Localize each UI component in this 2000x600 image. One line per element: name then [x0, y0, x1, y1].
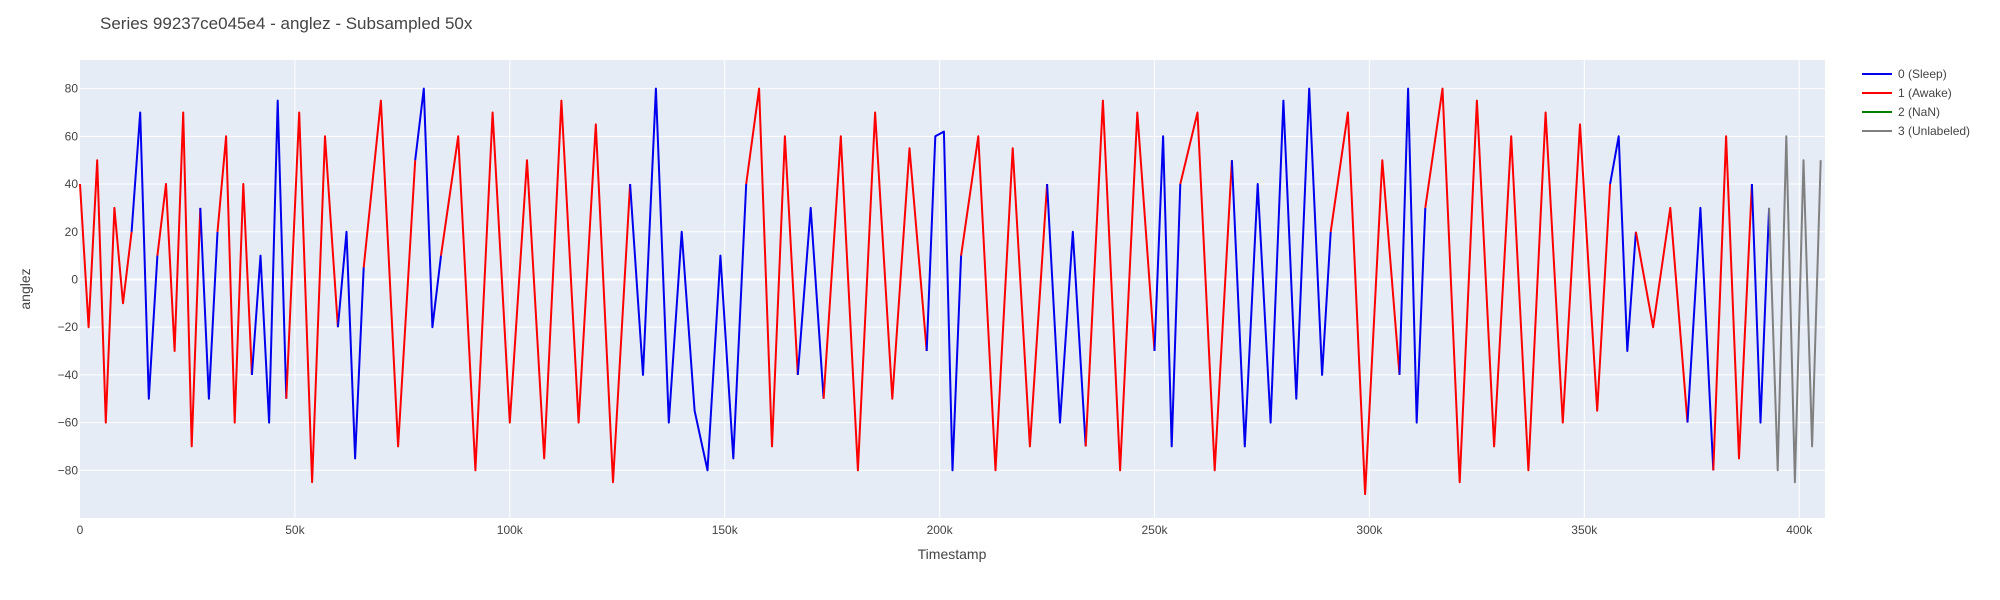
series-line-1	[79, 159, 133, 424]
series-line-0	[629, 87, 748, 472]
y-tick-label: 60	[65, 129, 79, 143]
x-tick-label: 150k	[712, 523, 739, 537]
y-tick-label: 0	[71, 272, 78, 286]
series-line-1	[156, 111, 202, 448]
series-line-0	[1750, 183, 1771, 424]
x-tick-label: 300k	[1356, 523, 1383, 537]
series-line-0	[250, 99, 288, 424]
legend-item[interactable]: 2 (NaN)	[1862, 102, 1970, 121]
series-lines	[79, 87, 1822, 496]
series-line-1	[1712, 135, 1753, 471]
legend-label: 0 (Sleep)	[1898, 66, 1947, 81]
x-tick-label: 100k	[497, 523, 524, 537]
x-tick-label: 0	[77, 523, 84, 537]
legend-swatch	[1862, 91, 1892, 94]
series-line-1	[1179, 111, 1233, 472]
legend-swatch	[1862, 72, 1892, 75]
legend-item[interactable]: 3 (Unlabeled)	[1862, 121, 1970, 140]
series-line-0	[1230, 87, 1332, 448]
series-line-0	[796, 206, 825, 399]
y-tick-label: 20	[65, 225, 79, 239]
series-line-0	[1153, 135, 1182, 448]
series-line-0	[1609, 135, 1637, 352]
y-tick-label: −60	[58, 416, 79, 430]
series-line-1	[216, 135, 253, 424]
series-line-1	[1424, 87, 1612, 484]
series-line-1	[285, 111, 339, 484]
x-tick-label: 400k	[1786, 523, 1813, 537]
series-line-1	[822, 111, 928, 472]
x-tick-label: 350k	[1571, 523, 1598, 537]
series-line-0	[336, 230, 365, 460]
x-tick-label: 250k	[1141, 523, 1168, 537]
y-tick-label: 40	[65, 177, 79, 191]
legend: 0 (Sleep) 1 (Awake) 2 (NaN) 3 (Unlabeled)	[1862, 64, 1970, 140]
x-axis-title: Timestamp	[918, 546, 987, 562]
series-line-1	[1084, 99, 1156, 472]
series-line-0	[1686, 206, 1715, 471]
y-tick-label: −40	[58, 368, 79, 382]
series-line-0	[130, 111, 159, 400]
series-line-1	[362, 99, 417, 448]
series-line-1	[745, 87, 799, 448]
grid-lines	[80, 60, 1825, 518]
series-line-0	[1046, 183, 1087, 447]
series-line-0	[199, 207, 219, 400]
legend-swatch	[1862, 110, 1892, 113]
y-tick-label: −80	[58, 463, 79, 477]
x-tick-label: 200k	[927, 523, 954, 537]
legend-swatch	[1862, 129, 1892, 132]
series-line-0	[925, 130, 963, 472]
series-line-0	[414, 87, 442, 329]
chart-title: Series 99237ce045e4 - anglez - Subsample…	[100, 14, 473, 33]
legend-label: 1 (Awake)	[1898, 85, 1952, 100]
series-line-3	[1768, 135, 1822, 484]
series-line-1	[1634, 206, 1689, 423]
y-tick-label: −20	[58, 320, 79, 334]
y-axis-title: anglez	[17, 268, 33, 309]
series-line-0	[1398, 87, 1427, 424]
y-tick-label: 80	[65, 82, 79, 96]
series-line-1	[1329, 111, 1401, 496]
tick-labels: 0 50k 100k 150k 200k 250k 300k 350k 400k 80 60 40 20…	[58, 82, 1814, 537]
x-tick-label: 50k	[285, 523, 305, 537]
legend-item[interactable]: 1 (Awake)	[1862, 83, 1970, 102]
legend-label: 3 (Unlabeled)	[1898, 123, 1971, 138]
series-line-1	[440, 99, 632, 484]
legend-item[interactable]: 0 (Sleep)	[1862, 64, 1970, 83]
legend-label: 2 (NaN)	[1898, 104, 1941, 119]
series-line-1	[960, 135, 1049, 472]
